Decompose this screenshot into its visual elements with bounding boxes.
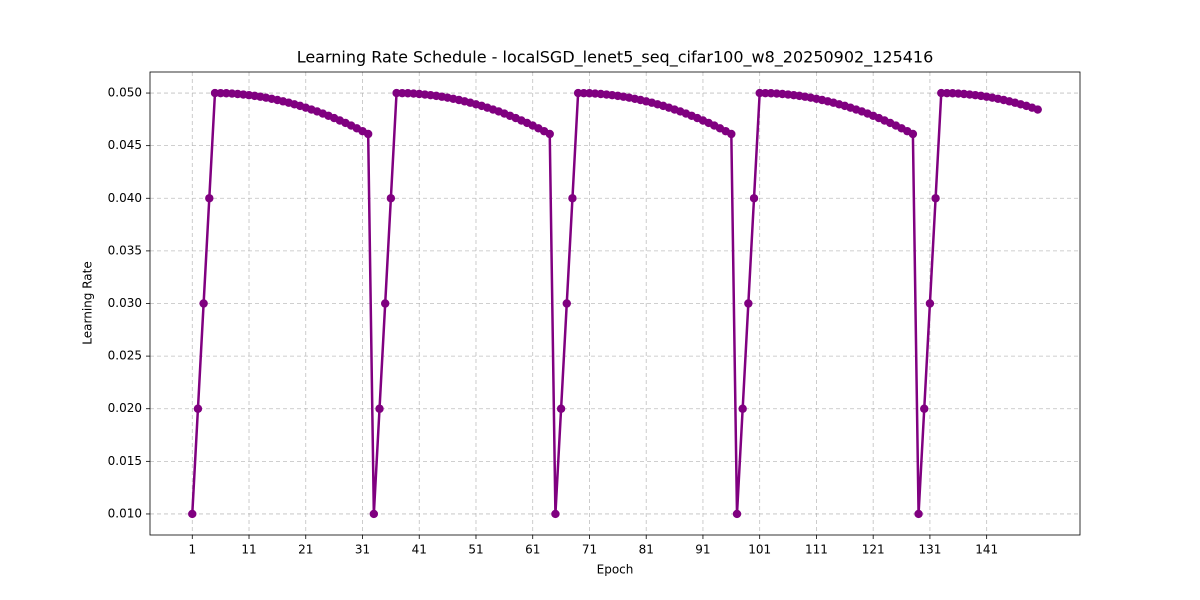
plot-area: 0.010 0.015 0.020 0.025 0.030 0.035 0.040 0.045… bbox=[108, 71, 1081, 557]
x-tick-label: 71 bbox=[582, 543, 597, 557]
x-tick-label: 51 bbox=[468, 543, 483, 557]
y-axis-label: Learning Rate bbox=[81, 261, 95, 344]
x-tick-label: 1 bbox=[188, 543, 196, 557]
y-tick-label: 0.025 bbox=[108, 349, 142, 363]
marker bbox=[188, 509, 197, 519]
x-tick-label: 81 bbox=[639, 543, 654, 557]
y-tick-label: 0.010 bbox=[108, 506, 142, 520]
marker bbox=[193, 404, 203, 413]
marker bbox=[551, 509, 560, 519]
x-tick-label: 121 bbox=[862, 543, 885, 557]
marker bbox=[925, 299, 935, 308]
x-tick-label: 11 bbox=[241, 543, 256, 557]
marker bbox=[732, 509, 742, 519]
y-tick-label: 0.050 bbox=[108, 86, 142, 100]
marker bbox=[749, 194, 759, 203]
marker bbox=[562, 299, 571, 308]
y-tick-label: 0.045 bbox=[108, 138, 142, 152]
marker bbox=[556, 404, 566, 413]
x-tick-label: 31 bbox=[355, 543, 370, 557]
marker bbox=[908, 129, 918, 139]
x-tick-label: 61 bbox=[525, 543, 540, 557]
marker bbox=[386, 194, 396, 203]
x-tick-label: 91 bbox=[695, 543, 710, 557]
marker bbox=[375, 404, 384, 413]
marker bbox=[727, 129, 736, 139]
marker bbox=[568, 194, 577, 203]
marker bbox=[744, 299, 753, 308]
y-tick-label: 0.015 bbox=[108, 454, 142, 468]
marker bbox=[545, 129, 554, 139]
marker bbox=[914, 509, 923, 519]
marker bbox=[369, 509, 379, 519]
marker bbox=[205, 194, 214, 203]
chart-title: Learning Rate Schedule - localSGD_lenet5… bbox=[297, 48, 934, 68]
x-tick-label: 141 bbox=[975, 543, 998, 557]
marker bbox=[920, 404, 929, 413]
y-tick-label: 0.035 bbox=[108, 243, 142, 257]
marker bbox=[363, 129, 373, 139]
axes-frame bbox=[149, 71, 1081, 536]
marker bbox=[931, 194, 940, 203]
y-tick-label: 0.020 bbox=[108, 401, 142, 415]
marker bbox=[1033, 105, 1042, 114]
x-axis-label: Epoch bbox=[597, 563, 634, 577]
marker bbox=[380, 299, 390, 308]
marker bbox=[199, 299, 208, 308]
x-tick-label: 21 bbox=[298, 543, 313, 557]
y-tick-label: 0.030 bbox=[108, 296, 142, 310]
y-tick-label: 0.040 bbox=[108, 191, 142, 205]
marker bbox=[738, 404, 747, 413]
x-tick-label: 101 bbox=[748, 543, 771, 557]
x-tick-label: 41 bbox=[412, 543, 427, 557]
x-tick-label: 111 bbox=[805, 543, 828, 557]
x-tick-label: 131 bbox=[918, 543, 941, 557]
